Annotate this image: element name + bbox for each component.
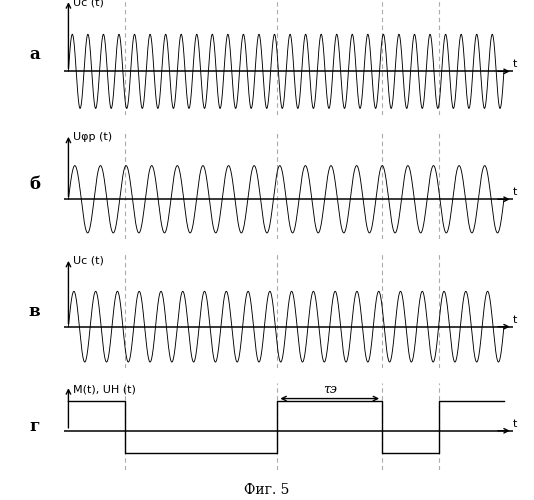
Text: б: б xyxy=(29,176,40,193)
Text: t: t xyxy=(513,419,517,429)
Text: Uс (t): Uс (t) xyxy=(73,256,104,266)
Text: Uφр (t): Uφр (t) xyxy=(73,132,112,142)
Text: t: t xyxy=(513,314,517,324)
Text: Uс (t): Uс (t) xyxy=(73,0,104,7)
Text: t: t xyxy=(513,188,517,198)
Text: Фиг. 5: Фиг. 5 xyxy=(245,484,289,498)
Text: а: а xyxy=(29,46,40,64)
Text: t: t xyxy=(513,59,517,69)
Text: τэ: τэ xyxy=(323,382,336,396)
Text: M(t), UН (t): M(t), UН (t) xyxy=(73,384,136,394)
Text: в: в xyxy=(29,302,40,320)
Text: г: г xyxy=(29,418,40,435)
